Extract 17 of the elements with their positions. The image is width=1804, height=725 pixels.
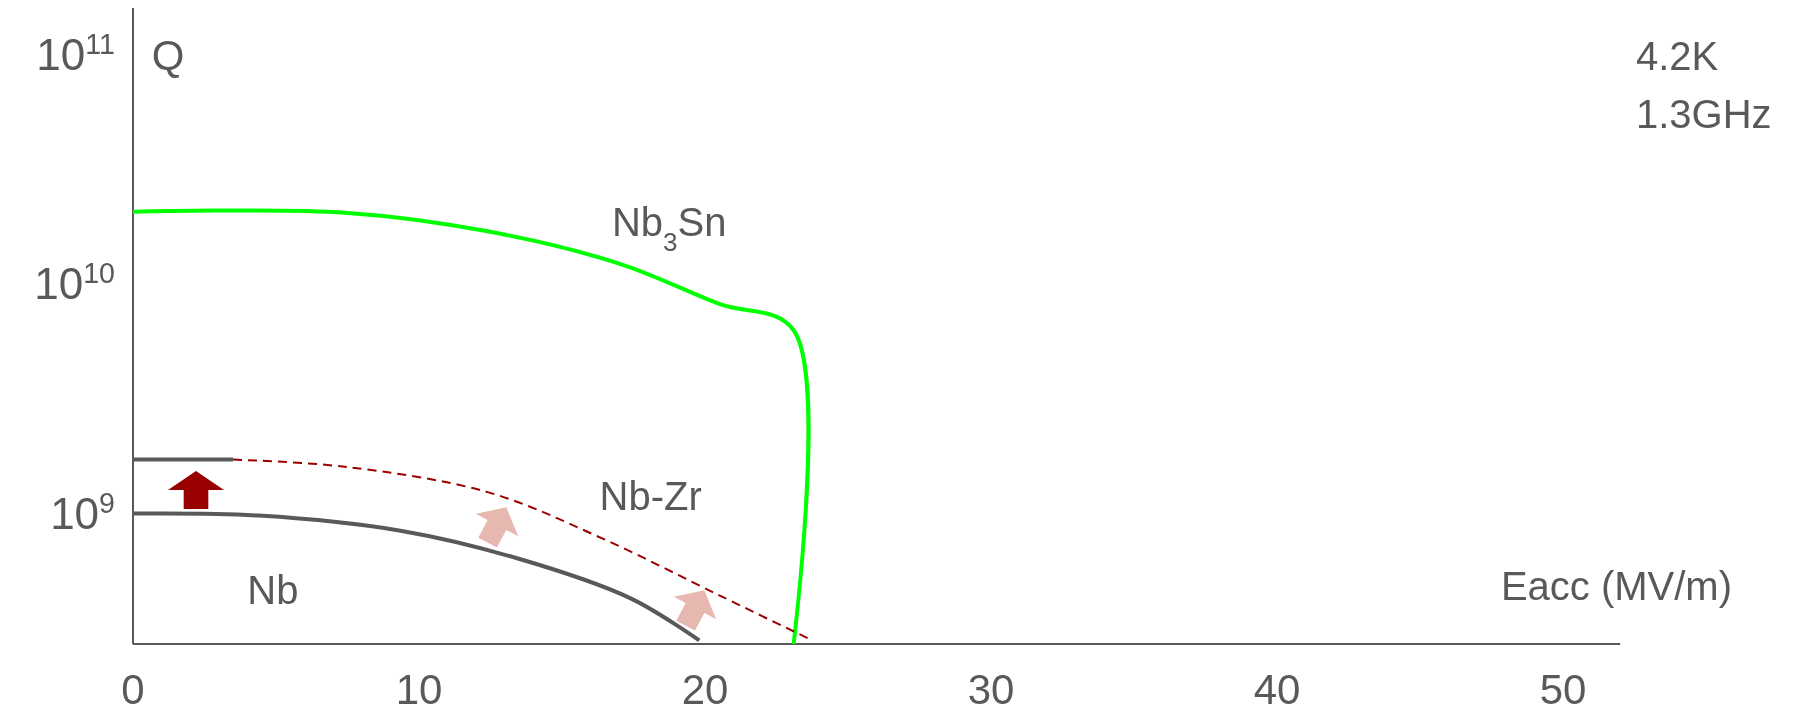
series-label: Nb-Zr	[599, 474, 702, 519]
y-axis-title: Q	[151, 32, 185, 79]
x-tick-label: 40	[1253, 666, 1301, 713]
x-axis-title: Eacc (MV/m)	[1500, 564, 1732, 608]
x-tick-label: 50	[1539, 666, 1587, 713]
text: 4.2K	[1636, 34, 1719, 78]
y-tick-label: 10$^{9}$	[50, 486, 115, 538]
x-tick-label: 30	[967, 666, 1015, 713]
y-tick-label: 10$^{11}$	[36, 27, 115, 79]
x-tick-label: 0	[121, 666, 145, 713]
line-series	[232, 458, 809, 640]
y-tick-label: 10$^{10}$	[34, 257, 115, 309]
x-tick-label: 20	[681, 666, 729, 713]
series-label: Nb$_{3}$Sn	[611, 199, 727, 257]
text: 1.3GHz	[1636, 92, 1772, 136]
x-tick-label: 10	[395, 666, 443, 713]
series-label: Nb	[247, 567, 299, 612]
